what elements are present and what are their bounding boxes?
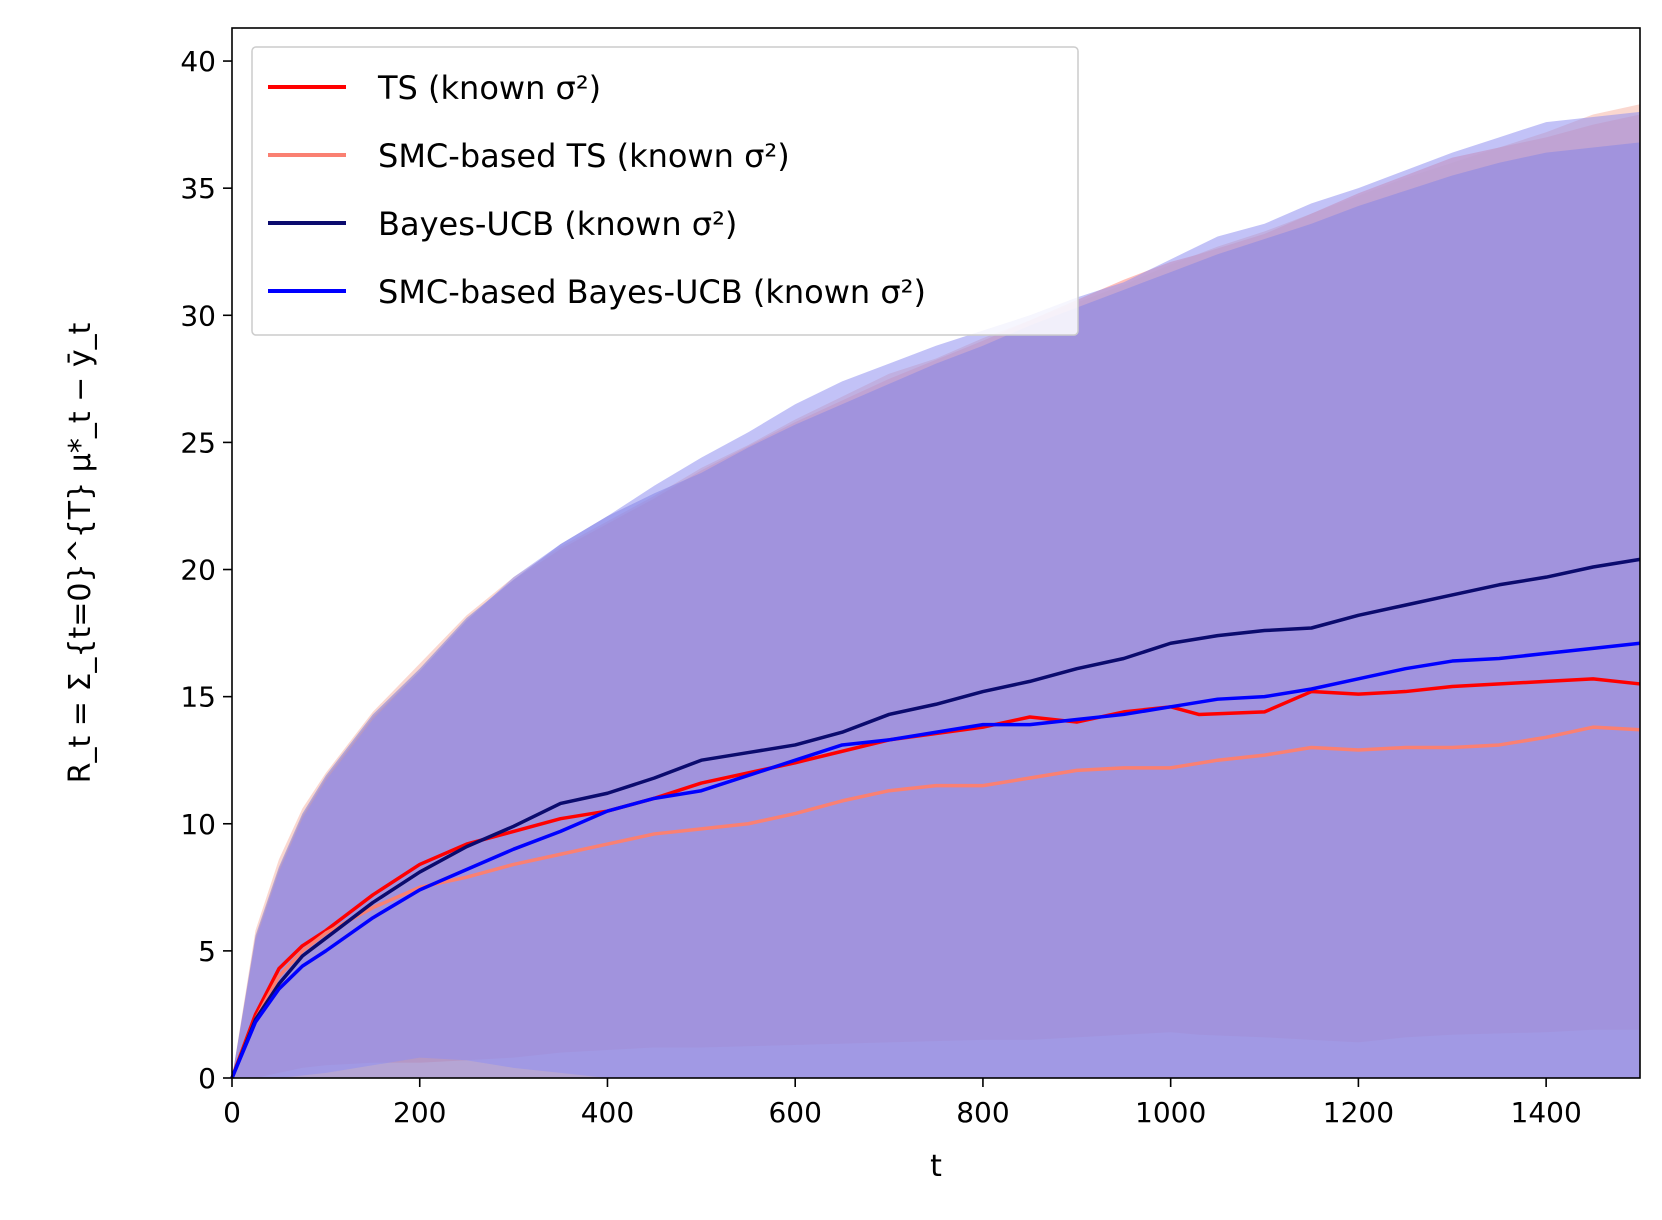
- x-tick-label: 0: [223, 1096, 241, 1129]
- y-tick-label: 5: [198, 935, 216, 968]
- confidence-bands: [232, 104, 1640, 1079]
- legend-label-1: TS (known σ²): [377, 69, 601, 107]
- x-axis-label: t: [930, 1149, 942, 1184]
- x-tick-label: 1200: [1323, 1096, 1394, 1129]
- series-lines: [230, 557, 1641, 1079]
- x-tick-label: 800: [956, 1096, 1009, 1129]
- y-tick-label: 15: [180, 681, 216, 714]
- legend-label-4: SMC-based Bayes-UCB (known σ²): [378, 273, 926, 311]
- y-axis-label: R_t = Σ_{t=0}^{T} μ*_t − ȳ_t: [63, 322, 98, 783]
- y-tick-label: 10: [180, 808, 216, 841]
- y-axis-ticks: 0 5 10 15 20 25 30 35 40: [180, 45, 232, 1095]
- y-tick-label: 0: [198, 1062, 216, 1095]
- legend-box: [251, 46, 1079, 336]
- x-axis-ticks: 0 200 400 600 800 1000 1200 1400: [223, 1078, 1582, 1129]
- y-tick-label: 30: [180, 299, 216, 332]
- x-tick-label: 1400: [1511, 1096, 1582, 1129]
- band-series-4: [232, 111, 1640, 1078]
- y-tick-label: 20: [180, 554, 216, 587]
- legend: TS (known σ²) SMC-based TS (known σ²) Baye…: [251, 46, 1079, 336]
- x-tick-label: 600: [768, 1096, 821, 1129]
- y-tick-label: 40: [180, 45, 216, 78]
- y-tick-label: 35: [180, 172, 216, 205]
- legend-label-2: SMC-based TS (known σ²): [378, 137, 790, 175]
- plot-frame: [231, 27, 1641, 1079]
- legend-label-3: Bayes-UCB (known σ²): [378, 205, 737, 243]
- x-tick-label: 200: [393, 1096, 446, 1129]
- x-tick-label: 400: [581, 1096, 634, 1129]
- y-tick-label: 25: [180, 426, 216, 459]
- line-series-2: [230, 725, 1641, 1079]
- line-series-3: [230, 557, 1641, 1079]
- x-tick-label: 1000: [1135, 1096, 1206, 1129]
- line-series-4: [230, 641, 1641, 1079]
